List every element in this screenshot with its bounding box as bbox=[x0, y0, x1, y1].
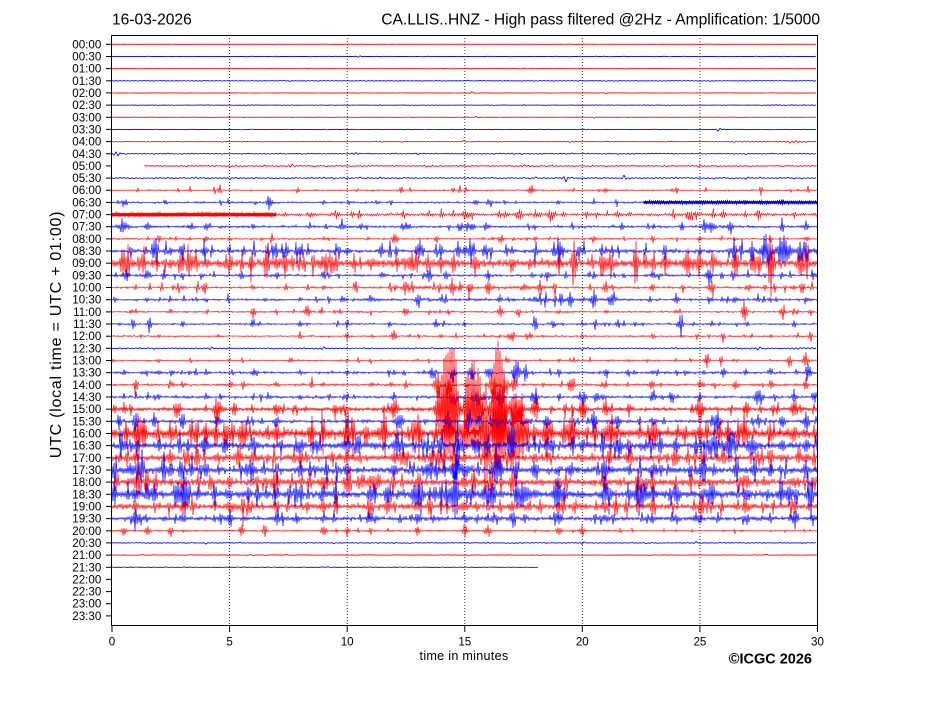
svg-text:©ICGC 2026: ©ICGC 2026 bbox=[729, 652, 812, 668]
svg-text:07:30: 07:30 bbox=[72, 221, 101, 234]
svg-text:10:00: 10:00 bbox=[72, 282, 101, 295]
svg-text:06:00: 06:00 bbox=[72, 184, 101, 197]
svg-text:CA.LLIS..HNZ - High pass filte: CA.LLIS..HNZ - High pass filtered @2Hz -… bbox=[381, 12, 820, 29]
svg-text:16-03-2026: 16-03-2026 bbox=[112, 12, 192, 29]
svg-text:25: 25 bbox=[693, 636, 706, 649]
svg-text:UTC (local time = UTC + 01:00): UTC (local time = UTC + 01:00) bbox=[48, 211, 65, 458]
svg-text:09:30: 09:30 bbox=[72, 269, 101, 282]
svg-text:07:00: 07:00 bbox=[72, 209, 101, 222]
svg-text:14:00: 14:00 bbox=[72, 379, 101, 392]
svg-text:04:30: 04:30 bbox=[72, 148, 101, 161]
svg-text:23:30: 23:30 bbox=[72, 610, 101, 623]
svg-text:05:00: 05:00 bbox=[72, 160, 101, 173]
svg-text:03:30: 03:30 bbox=[72, 123, 101, 136]
svg-text:20:00: 20:00 bbox=[72, 525, 101, 538]
svg-text:02:30: 02:30 bbox=[72, 99, 101, 112]
svg-text:01:30: 01:30 bbox=[72, 75, 101, 88]
svg-text:04:00: 04:00 bbox=[72, 136, 101, 149]
svg-text:11:30: 11:30 bbox=[73, 318, 101, 331]
svg-text:02:00: 02:00 bbox=[72, 87, 101, 100]
svg-text:18:00: 18:00 bbox=[72, 476, 101, 489]
svg-text:18:30: 18:30 bbox=[72, 488, 101, 501]
svg-text:13:30: 13:30 bbox=[72, 367, 101, 380]
svg-text:00:30: 00:30 bbox=[72, 51, 101, 64]
svg-text:19:00: 19:00 bbox=[72, 500, 101, 513]
svg-text:17:00: 17:00 bbox=[72, 452, 101, 465]
svg-text:21:00: 21:00 bbox=[72, 549, 101, 562]
svg-text:20:30: 20:30 bbox=[72, 537, 101, 550]
svg-text:21:30: 21:30 bbox=[72, 561, 101, 574]
svg-text:15: 15 bbox=[458, 636, 471, 649]
svg-text:13:00: 13:00 bbox=[72, 355, 101, 368]
svg-text:20: 20 bbox=[576, 636, 589, 649]
svg-text:00:00: 00:00 bbox=[72, 38, 101, 51]
svg-text:08:30: 08:30 bbox=[72, 245, 101, 258]
svg-text:30: 30 bbox=[811, 636, 824, 649]
svg-text:08:00: 08:00 bbox=[72, 233, 101, 246]
svg-text:22:30: 22:30 bbox=[72, 586, 101, 599]
svg-text:17:30: 17:30 bbox=[72, 464, 101, 477]
svg-text:05:30: 05:30 bbox=[72, 172, 101, 185]
svg-text:16:00: 16:00 bbox=[72, 428, 101, 441]
svg-text:19:30: 19:30 bbox=[72, 513, 101, 526]
svg-text:10: 10 bbox=[341, 636, 354, 649]
svg-text:0: 0 bbox=[109, 636, 115, 649]
svg-text:11:00: 11:00 bbox=[73, 306, 101, 319]
svg-text:15:00: 15:00 bbox=[72, 403, 101, 416]
svg-text:5: 5 bbox=[226, 636, 232, 649]
svg-text:15:30: 15:30 bbox=[72, 415, 101, 428]
svg-text:22:00: 22:00 bbox=[72, 573, 101, 586]
svg-text:23:00: 23:00 bbox=[72, 598, 101, 611]
svg-text:09:00: 09:00 bbox=[72, 257, 101, 270]
svg-text:14:30: 14:30 bbox=[72, 391, 101, 404]
svg-text:01:00: 01:00 bbox=[72, 63, 101, 76]
svg-text:10:30: 10:30 bbox=[72, 294, 101, 307]
svg-text:06:30: 06:30 bbox=[72, 196, 101, 209]
svg-text:16:30: 16:30 bbox=[72, 440, 101, 453]
svg-text:12:00: 12:00 bbox=[72, 330, 101, 343]
svg-text:03:00: 03:00 bbox=[72, 111, 101, 124]
svg-text:time in minutes: time in minutes bbox=[420, 649, 509, 663]
svg-text:12:30: 12:30 bbox=[72, 342, 101, 355]
